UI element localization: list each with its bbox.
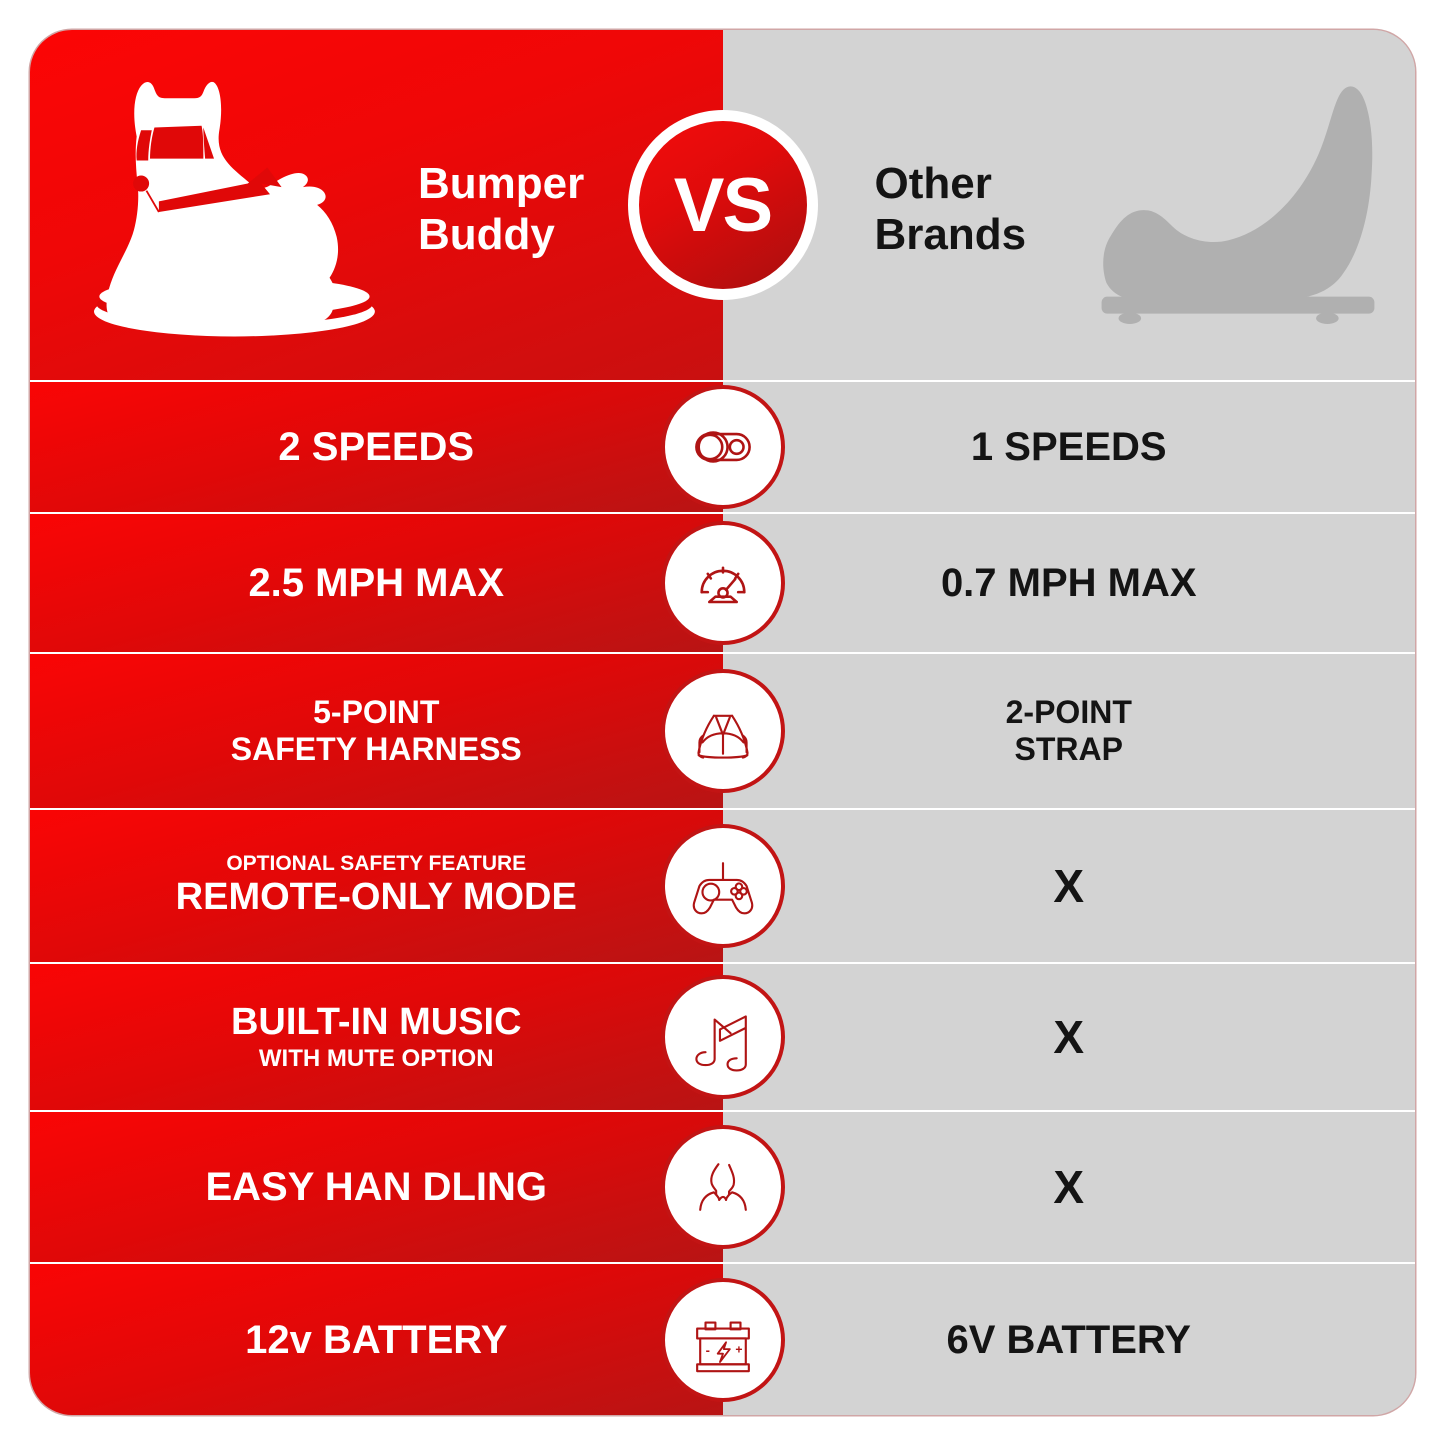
svg-text:+: + bbox=[735, 1342, 742, 1356]
svg-text:-: - bbox=[705, 1342, 709, 1357]
